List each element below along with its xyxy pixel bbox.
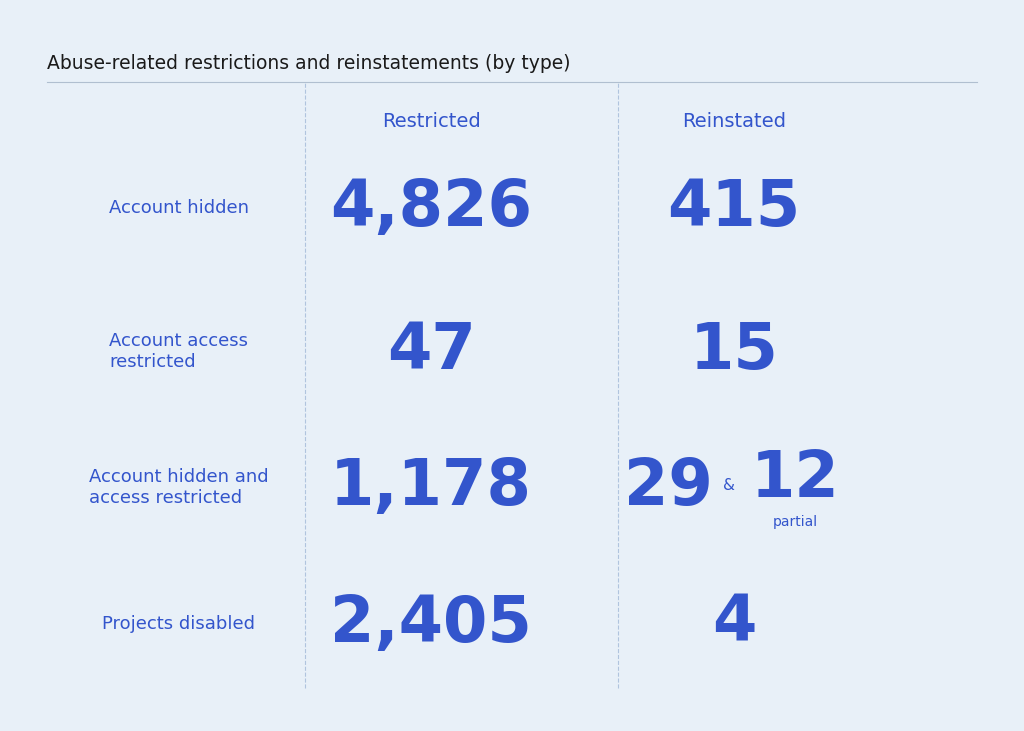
Text: 415: 415 [668, 177, 801, 239]
Text: Abuse-related restrictions and reinstatements (by type): Abuse-related restrictions and reinstate… [47, 53, 570, 72]
Text: 29: 29 [625, 456, 713, 518]
Text: 15: 15 [690, 320, 778, 382]
Text: Account hidden: Account hidden [109, 199, 249, 216]
Text: Reinstated: Reinstated [682, 112, 786, 131]
Text: 1,178: 1,178 [330, 456, 532, 518]
Text: 4,826: 4,826 [330, 177, 532, 239]
Text: Restricted: Restricted [382, 112, 480, 131]
Text: Projects disabled: Projects disabled [102, 615, 255, 632]
Text: partial: partial [772, 515, 817, 529]
Text: &: & [723, 478, 735, 493]
Text: 4: 4 [712, 593, 757, 655]
Text: 2,405: 2,405 [331, 593, 532, 655]
Text: Account access
restricted: Account access restricted [110, 332, 248, 371]
Text: 12: 12 [751, 448, 840, 510]
Text: 47: 47 [387, 320, 475, 382]
Text: Account hidden and
access restricted: Account hidden and access restricted [89, 468, 268, 507]
